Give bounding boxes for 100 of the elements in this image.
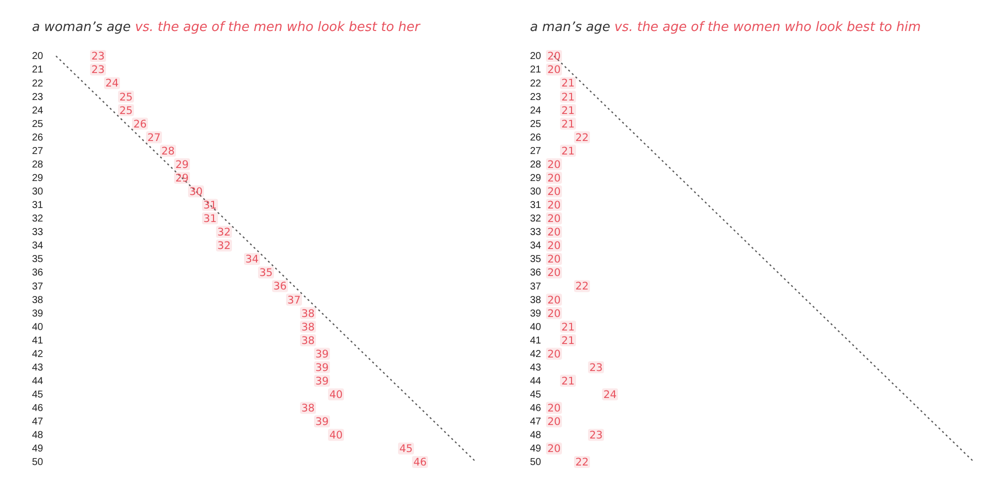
- data-label: 21: [561, 321, 575, 334]
- y-tick-label: 30: [530, 186, 542, 198]
- y-tick-label: 48: [530, 430, 542, 442]
- y-tick-label: 31: [530, 200, 542, 212]
- data-label: 20: [547, 416, 561, 428]
- y-tick-label: 38: [32, 294, 44, 306]
- data-label: 46: [413, 456, 427, 469]
- y-tick-label: 26: [32, 132, 44, 144]
- data-label: 39: [315, 375, 329, 388]
- data-label: 20: [547, 443, 561, 456]
- data-label: 38: [301, 321, 315, 334]
- y-tick-label: 33: [530, 227, 542, 238]
- y-tick-label: 23: [32, 92, 44, 103]
- y-tick-label: 36: [530, 268, 542, 279]
- data-label: 20: [547, 267, 561, 280]
- data-label: 22: [575, 132, 589, 144]
- data-label: 31: [203, 200, 217, 212]
- y-tick-label: 35: [530, 254, 542, 266]
- data-label: 35: [259, 267, 273, 280]
- y-tick-label: 47: [32, 416, 44, 428]
- y-tick-label: 34: [32, 240, 44, 252]
- y-tick-label: 22: [32, 78, 44, 90]
- data-label: 20: [547, 213, 561, 226]
- data-label: 20: [547, 158, 561, 171]
- y-tick-label: 46: [32, 403, 44, 414]
- data-label: 32: [217, 240, 231, 252]
- y-tick-label: 45: [530, 390, 542, 401]
- data-label: 32: [217, 226, 231, 239]
- y-tick-label: 43: [32, 362, 44, 374]
- y-tick-label: 29: [32, 173, 44, 184]
- data-label: 37: [287, 294, 301, 306]
- data-label: 23: [91, 64, 105, 76]
- data-label: 34: [245, 254, 259, 266]
- data-label: 20: [547, 200, 561, 212]
- data-label: 20: [547, 64, 561, 76]
- data-label: 21: [561, 375, 575, 388]
- data-label: 45: [399, 443, 413, 456]
- y-tick-label: 38: [530, 294, 542, 306]
- data-label: 40: [329, 389, 343, 402]
- y-tick-label: 43: [530, 362, 542, 374]
- y-tick-label: 50: [530, 457, 542, 468]
- data-label: 26: [133, 118, 147, 130]
- data-label: 20: [547, 308, 561, 320]
- y-tick-label: 25: [32, 118, 44, 130]
- data-label: 38: [301, 402, 315, 415]
- y-axis-title: a woman’s age: [32, 20, 135, 35]
- data-label: 20: [547, 402, 561, 415]
- y-tick-label: 21: [530, 64, 542, 76]
- data-label: 21: [561, 334, 575, 347]
- y-tick-label: 36: [32, 268, 44, 279]
- y-tick-label: 42: [32, 348, 44, 360]
- data-label: 25: [119, 91, 133, 104]
- y-tick-label: 39: [530, 308, 542, 320]
- y-tick-label: 41: [530, 335, 542, 346]
- y-tick-label: 29: [530, 173, 542, 184]
- data-label: 20: [547, 172, 561, 184]
- data-label: 38: [301, 308, 315, 320]
- y-tick-label: 28: [530, 159, 542, 170]
- y-tick-label: 31: [32, 200, 44, 212]
- data-label: 29: [175, 158, 189, 171]
- x-axis-title: vs. the age of the women who look best to him: [614, 20, 921, 35]
- data-label: 25: [119, 104, 133, 117]
- y-tick-label: 24: [530, 105, 542, 116]
- data-label: 39: [315, 362, 329, 374]
- data-label: 31: [203, 213, 217, 226]
- y-tick-label: 40: [530, 322, 542, 333]
- y-tick-label: 44: [32, 376, 44, 387]
- data-label: 30: [189, 186, 203, 198]
- data-label: 20: [547, 294, 561, 306]
- y-tick-label: 25: [530, 118, 542, 130]
- data-label: 20: [547, 50, 561, 63]
- data-label: 21: [561, 145, 575, 158]
- y-tick-label: 30: [32, 186, 44, 198]
- y-tick-label: 50: [32, 457, 44, 468]
- y-tick-label: 37: [32, 281, 44, 292]
- data-label: 40: [329, 430, 343, 442]
- y-tick-label: 49: [530, 444, 542, 455]
- data-label: 23: [589, 362, 603, 374]
- y-tick-label: 35: [32, 254, 44, 266]
- y-tick-label: 41: [32, 335, 44, 346]
- data-label: 20: [547, 186, 561, 198]
- data-label: 23: [91, 50, 105, 63]
- y-tick-label: 27: [32, 146, 44, 157]
- data-label: 20: [547, 226, 561, 239]
- y-tick-label: 21: [32, 64, 44, 76]
- y-tick-label: 32: [530, 214, 542, 225]
- y-tick-label: 49: [32, 444, 44, 455]
- data-label: 27: [147, 132, 161, 144]
- data-label: 39: [315, 416, 329, 428]
- y-tick-label: 46: [530, 403, 542, 414]
- data-label: 23: [589, 430, 603, 442]
- data-label: 39: [315, 348, 329, 360]
- y-tick-label: 47: [530, 416, 542, 428]
- y-tick-label: 33: [32, 227, 44, 238]
- data-label: 22: [575, 456, 589, 469]
- y-tick-label: 26: [530, 132, 542, 144]
- y-tick-label: 40: [32, 322, 44, 333]
- y-tick-label: 23: [530, 92, 542, 103]
- data-label: 29: [175, 172, 189, 184]
- data-label: 36: [273, 280, 287, 293]
